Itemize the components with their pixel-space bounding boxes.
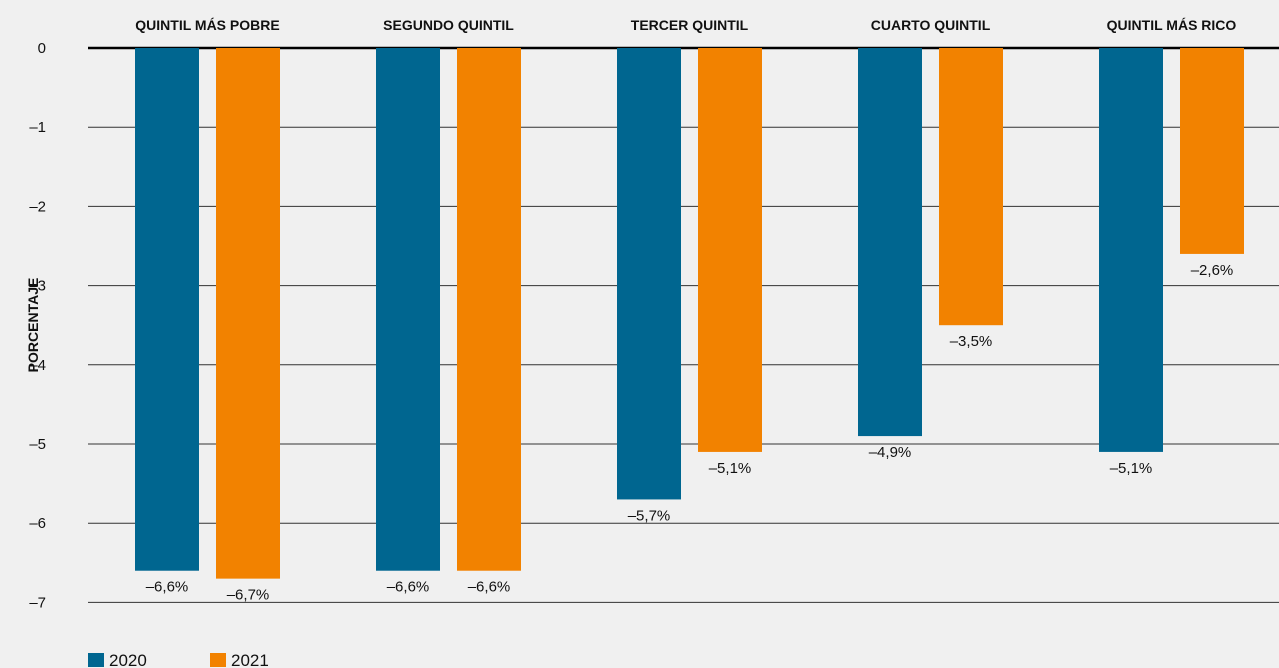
bar-2021 — [216, 48, 280, 579]
y-tick-label: –6 — [29, 515, 46, 532]
category-label: SEGUNDO QUINTIL — [383, 17, 514, 33]
value-label: –5,1% — [709, 460, 752, 477]
value-label: –3,5% — [950, 333, 993, 350]
bar-2021 — [939, 48, 1003, 326]
value-label: –6,6% — [146, 579, 189, 596]
y-tick-label: 0 — [38, 40, 46, 57]
bar-2020 — [135, 48, 199, 571]
bar-2021 — [1180, 48, 1244, 254]
gridlines — [88, 46, 1279, 603]
y-tick-label: –2 — [29, 198, 46, 215]
bar-2021 — [698, 48, 762, 452]
category-label: CUARTO QUINTIL — [871, 17, 991, 33]
legend-label: 2021 — [231, 651, 269, 668]
value-label: –5,7% — [628, 507, 671, 524]
value-labels: –6,6% –6,7% –6,6% –6,6% –5,7% –5,1% –4,9% –3,5%… — [146, 262, 1234, 604]
bar-2020 — [858, 48, 922, 437]
y-tick-label: –1 — [29, 119, 46, 136]
bars — [135, 48, 1244, 579]
category-labels: QUINTIL MÁS POBRE SEGUNDO QUINTIL TERCER Q… — [135, 17, 1236, 33]
y-tick-label: –5 — [29, 436, 46, 453]
category-label: QUINTIL MÁS RICO — [1107, 17, 1237, 33]
value-label: –5,1% — [1110, 460, 1153, 477]
bar-2020 — [376, 48, 440, 571]
value-label: –2,6% — [1191, 262, 1234, 279]
legend: 2020 2021 — [88, 651, 269, 668]
legend-swatch-2020 — [88, 653, 104, 667]
value-label: –4,9% — [869, 444, 912, 461]
bar-2020 — [617, 48, 681, 500]
category-label: QUINTIL MÁS POBRE — [135, 17, 279, 33]
value-label: –6,7% — [227, 587, 270, 604]
y-tick-labels: 0 –1 –2 –3 –4 –5 –6 –7 — [29, 40, 46, 611]
legend-swatch-2021 — [210, 653, 226, 667]
y-tick-label: –4 — [29, 357, 46, 374]
bar-2020 — [1099, 48, 1163, 452]
bar-2021 — [457, 48, 521, 571]
category-label: TERCER QUINTIL — [631, 17, 749, 33]
y-axis-title: PORCENTAJE — [25, 278, 41, 373]
value-label: –6,6% — [468, 579, 511, 596]
y-tick-label: –7 — [29, 594, 46, 611]
legend-label: 2020 — [109, 651, 147, 668]
y-tick-label: –3 — [29, 278, 46, 295]
value-label: –6,6% — [387, 579, 430, 596]
